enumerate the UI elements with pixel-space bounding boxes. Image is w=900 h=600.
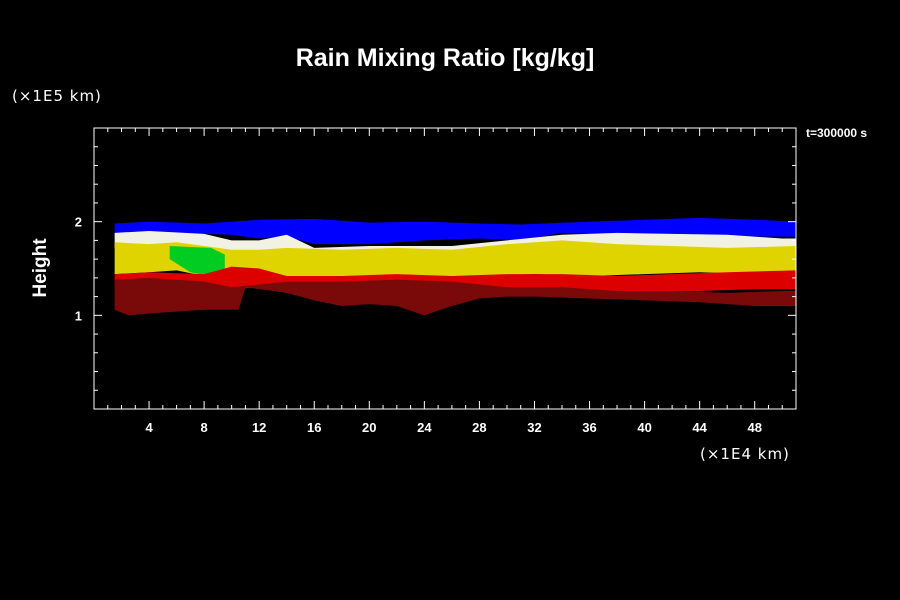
x-tick-label: 24 [417, 420, 432, 435]
chart-title: Rain Mixing Ratio [kg/kg] [295, 44, 595, 72]
x-tick-label: 8 [201, 420, 208, 435]
band-green [169, 246, 225, 276]
x-tick-label: 36 [582, 420, 596, 435]
y-tick-label: 1 [75, 308, 82, 323]
x-tick-label: 32 [527, 420, 541, 435]
y-axis-unit: (×1E5 km) [12, 87, 102, 105]
band-yellow [114, 240, 797, 282]
time-stamp: t=300000 s [806, 126, 868, 140]
x-tick-label: 40 [637, 420, 651, 435]
heatmap-bands [114, 217, 797, 316]
band-blue [114, 217, 797, 245]
band-dark-red [114, 277, 797, 316]
x-tick-label: 4 [145, 420, 153, 435]
x-tick-label: 44 [692, 420, 707, 435]
x-tick-label: 48 [747, 420, 761, 435]
x-tick-label: 16 [307, 420, 321, 435]
x-tick-label: 28 [472, 420, 486, 435]
x-tick-label: 12 [252, 420, 266, 435]
plot-frame [93, 127, 797, 410]
y-tick-label: 2 [75, 215, 82, 230]
x-axis-unit: (×1E4 km) [700, 445, 790, 463]
x-tick-label: 20 [362, 420, 376, 435]
